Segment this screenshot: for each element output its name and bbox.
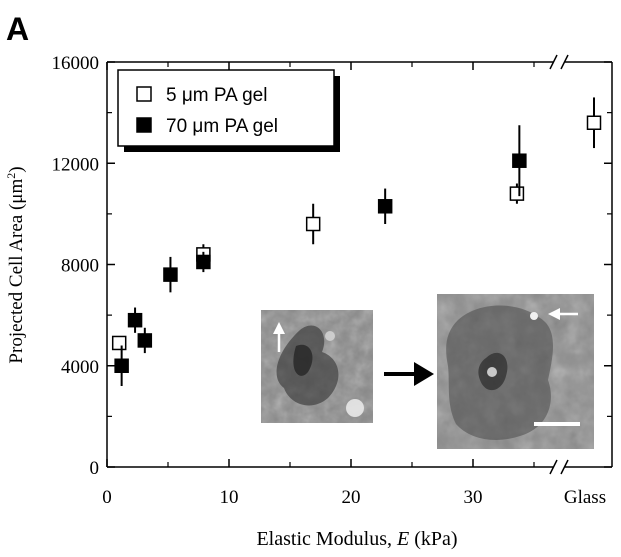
axis-break-gap-bottom	[553, 463, 565, 471]
data-marks	[111, 97, 602, 386]
point-70um-gel	[127, 312, 143, 328]
x-tick-label: 0	[102, 487, 112, 508]
point-5um-gel	[111, 335, 127, 351]
point-5um-gel	[305, 216, 321, 232]
large-cell-micrograph	[437, 294, 594, 449]
point-70um-gel	[137, 333, 153, 348]
axis-break-mark-bottom-2	[560, 459, 569, 475]
plot-frame	[106, 54, 613, 475]
x-tick-label: 20	[342, 487, 361, 508]
x-tick-label: 30	[464, 487, 483, 508]
legend-label-70um: 70 μm PA gel	[166, 116, 278, 137]
y-tick-label: 4000	[61, 357, 99, 378]
y-tick-label: 12000	[52, 154, 100, 175]
point-70um-gel	[196, 254, 211, 270]
point-70um-gel	[114, 358, 129, 373]
axis-break-mark-bottom-1	[549, 459, 558, 475]
transition-arrow-icon	[384, 362, 434, 386]
axis-break-mark-top-2	[560, 54, 569, 70]
x-tick-label: 10	[220, 487, 239, 508]
axis-break-gap-top	[553, 58, 565, 66]
point-70um-gel	[377, 199, 393, 214]
legend-box	[117, 69, 335, 147]
legend-label-5um: 5 μm PA gel	[166, 85, 267, 106]
legend: 5 μm PA gel 70 μm PA gel	[117, 69, 340, 152]
point-70um-gel	[512, 153, 527, 168]
legend-marker-filled	[136, 117, 152, 133]
y-tick-label: 8000	[61, 256, 99, 277]
y-tick-label: 0	[90, 458, 100, 479]
y-axis-title: Projected Cell Area (μm2)	[4, 166, 27, 363]
point-5um-gel	[586, 115, 602, 130]
point-5um-gel	[509, 186, 525, 201]
x-tick-label-glass: Glass	[564, 487, 606, 508]
panel-label: A	[6, 11, 29, 47]
point-70um-gel	[163, 267, 178, 282]
y-tick-label: 16000	[52, 53, 100, 74]
legend-marker-open	[136, 86, 152, 102]
axis-break-mark-top-1	[549, 54, 558, 70]
ticks: 0 4000 8000 12000 16000 0 10 20 30 Glass	[52, 53, 612, 508]
x-axis-title: Elastic Modulus, E (kPa)	[256, 528, 457, 550]
small-cell-micrograph	[261, 310, 373, 423]
